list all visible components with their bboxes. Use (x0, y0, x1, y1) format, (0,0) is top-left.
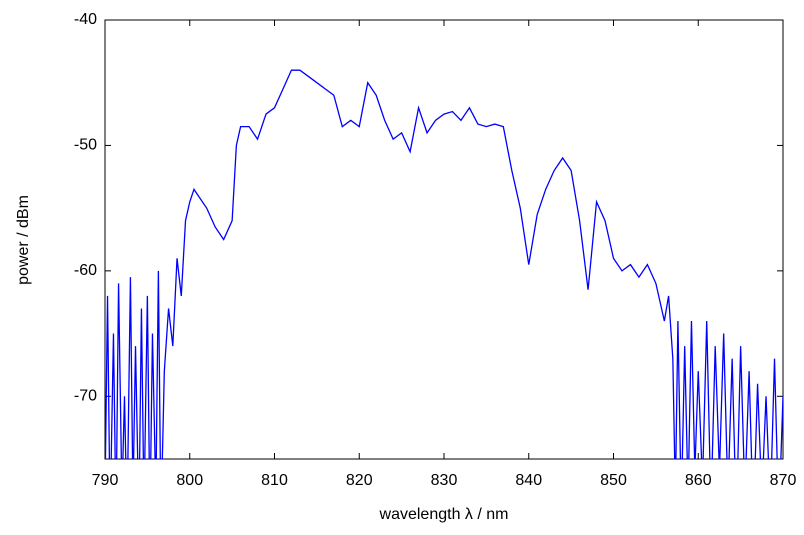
spectrum-line (105, 69, 783, 459)
x-tick-label: 850 (600, 472, 627, 489)
y-axis-label: power / dBm (15, 195, 32, 285)
x-tick-label: 800 (176, 472, 203, 489)
x-tick-label: 820 (346, 472, 373, 489)
x-tick-label: 860 (685, 472, 712, 489)
y-tick-label: -60 (74, 262, 97, 279)
x-tick-label: 870 (770, 472, 797, 489)
x-axis-label: wavelength λ / nm (379, 506, 509, 523)
x-tick-label: 830 (431, 472, 458, 489)
y-tick-label: -70 (74, 388, 97, 405)
y-tick-label: -50 (74, 137, 97, 154)
x-tick-label: 810 (261, 472, 288, 489)
x-tick-label: 840 (515, 472, 542, 489)
x-tick-label: 790 (92, 472, 119, 489)
plot-frame (104, 19, 784, 460)
y-tick-label: -40 (74, 11, 97, 28)
